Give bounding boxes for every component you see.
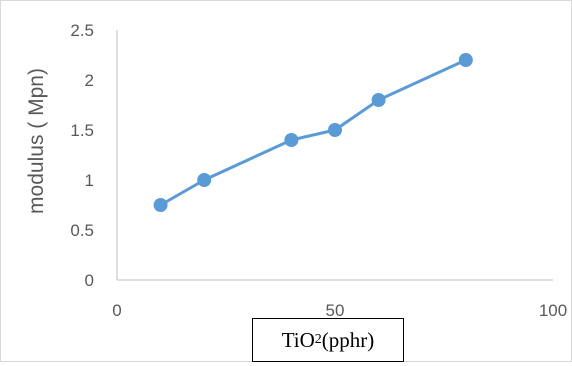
x-tick-label: 100: [539, 301, 567, 320]
x-axis-label-subscript: 2: [314, 332, 322, 347]
x-axis-label-unit: (pphr): [321, 327, 375, 352]
y-axis-label: modulus ( Mpn): [25, 68, 48, 214]
y-tick-label: 1: [85, 171, 94, 190]
x-tick-label: 0: [112, 301, 121, 320]
y-tick-label: 2: [85, 71, 94, 90]
data-point: [153, 198, 168, 212]
series-line: [159, 58, 467, 207]
series-group: [153, 53, 473, 212]
data-point: [371, 93, 386, 107]
x-axis-label-base: TiO: [281, 327, 315, 352]
x-tick-label: 50: [326, 301, 345, 320]
y-tick-label: 0: [85, 271, 94, 290]
data-point: [284, 133, 299, 147]
data-point: [328, 123, 342, 137]
y-tick-label: 1.5: [70, 121, 94, 140]
y-tick-label: 0.5: [70, 221, 94, 240]
x-axis-label: TiO 2 (pphr): [252, 318, 404, 362]
data-point: [458, 53, 473, 67]
y-tick-label: 2.5: [70, 21, 94, 40]
data-point: [197, 173, 212, 187]
tick-labels: 0 0.5 1 1.5 2 2.5 0 50 100: [70, 21, 567, 320]
axes: [116, 30, 553, 281]
